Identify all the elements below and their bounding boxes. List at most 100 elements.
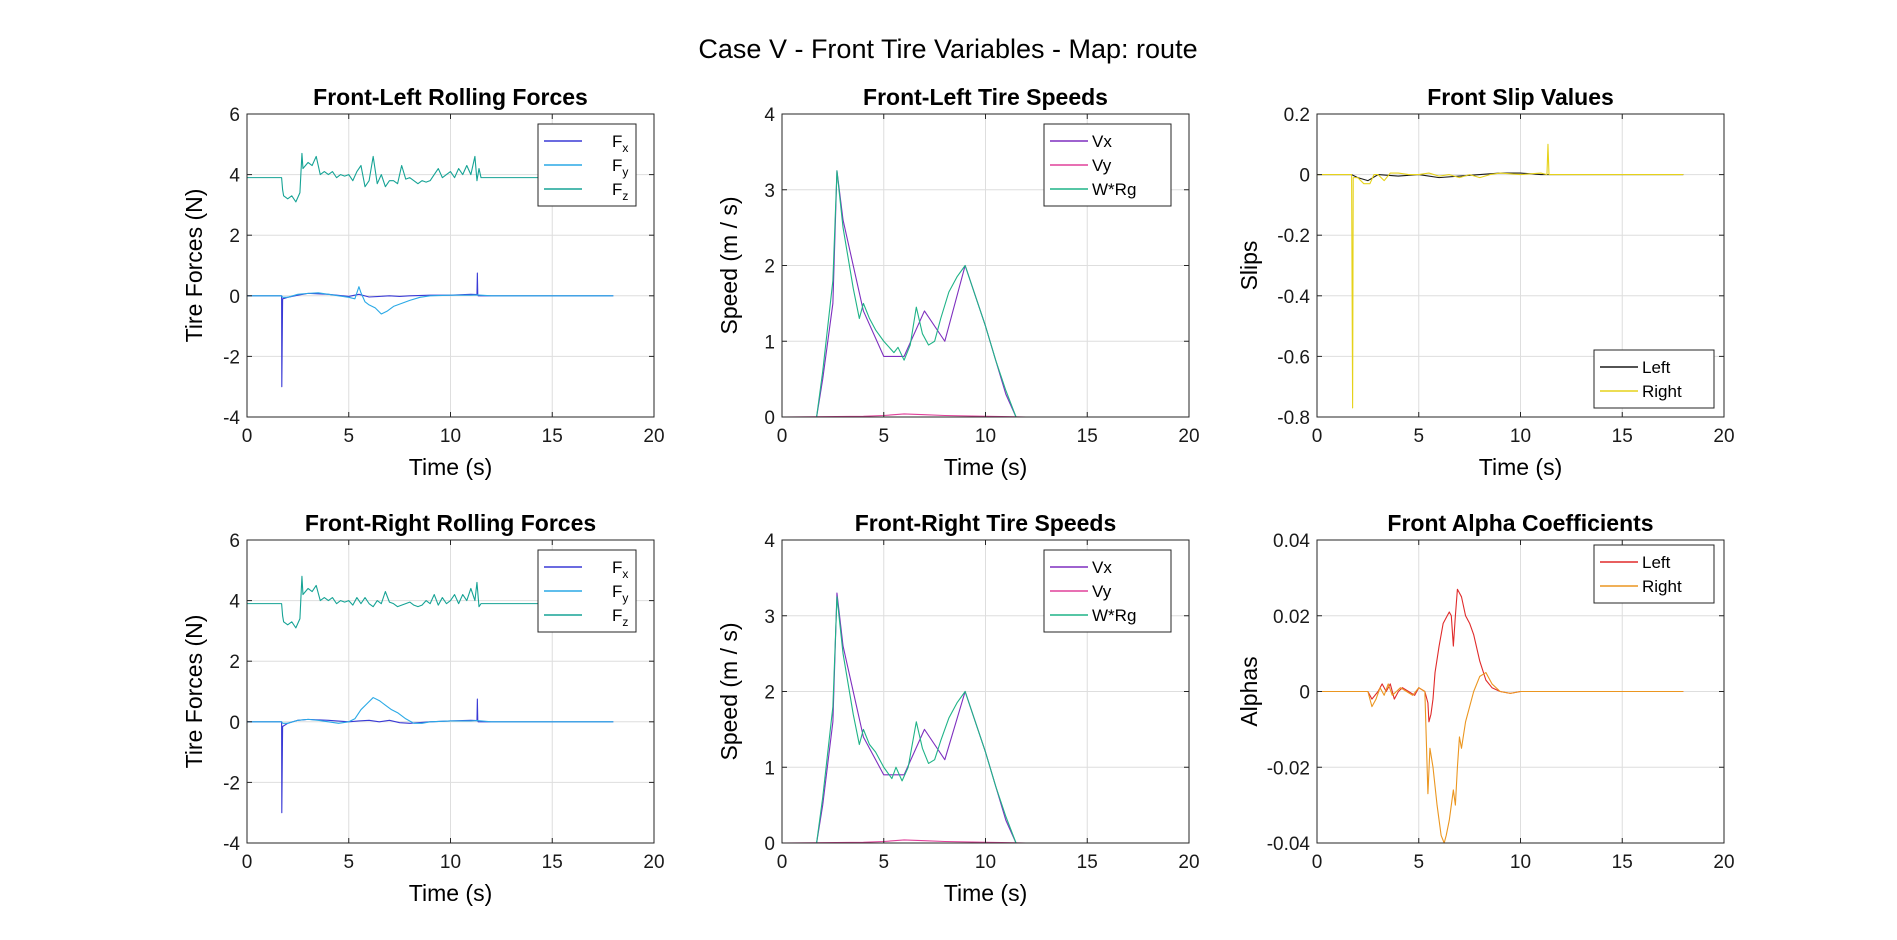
x-axis-label: Time (s) <box>1479 454 1562 480</box>
y-tick-label: 0.2 <box>1284 105 1310 126</box>
y-tick-label: 2 <box>229 652 240 673</box>
y-tick-label: -0.6 <box>1277 347 1310 368</box>
legend: Left Right <box>1593 349 1715 409</box>
x-tick-label: 0 <box>242 852 253 873</box>
legend-entry: Fy <box>612 156 628 179</box>
x-tick-label: 10 <box>440 852 461 873</box>
x-axis-label: Time (s) <box>944 454 1027 480</box>
x-axis-label: Time (s) <box>409 454 492 480</box>
x-tick-label: 0 <box>1312 852 1323 873</box>
y-tick-label: 6 <box>229 105 240 126</box>
y-tick-label: 3 <box>764 607 775 628</box>
legend-box <box>1593 544 1715 604</box>
y-axis-label: Slips <box>1236 241 1262 291</box>
series-line-fy <box>247 286 614 315</box>
axes-title: Front-Left Tire Speeds <box>863 84 1108 110</box>
x-axis-label: Time (s) <box>944 880 1027 906</box>
series-line-fx <box>247 698 614 814</box>
x-tick-label: 15 <box>1612 852 1633 873</box>
y-tick-label: -2 <box>223 347 240 368</box>
x-tick-label: 15 <box>1612 426 1633 447</box>
legend-entry: W*Rg <box>1092 606 1136 625</box>
legend: Vx Vy W*Rg <box>1043 123 1172 207</box>
axes-panel-2: 0 5 10 15 20 0 1 2 3 4 Front-Left Tire Speeds Time … <box>716 84 1200 480</box>
x-tick-label: 0 <box>1312 426 1323 447</box>
y-tick-label: 2 <box>764 257 775 278</box>
y-tick-label: 4 <box>229 166 240 187</box>
x-tick-label: 5 <box>343 426 354 447</box>
y-tick-label: 0.02 <box>1273 607 1310 628</box>
series-line-right <box>1317 143 1684 409</box>
x-tick-label: 5 <box>878 852 889 873</box>
y-tick-label: -0.4 <box>1277 287 1310 308</box>
y-tick-label: 0 <box>1299 166 1310 187</box>
legend: Left Right <box>1593 544 1715 604</box>
series-line-fy <box>247 697 614 724</box>
legend-entry: Fz <box>612 606 628 629</box>
y-axis-label: Alphas <box>1236 656 1262 726</box>
x-tick-label: 15 <box>1077 426 1098 447</box>
figure-suptitle: Case V - Front Tire Variables - Map: rou… <box>698 34 1197 64</box>
y-tick-label: -4 <box>223 834 240 855</box>
axes-title: Front Alpha Coefficients <box>1387 510 1653 536</box>
x-tick-label: 10 <box>975 426 996 447</box>
y-axis-label: Speed (m / s) <box>716 196 742 334</box>
x-tick-label: 10 <box>440 426 461 447</box>
axes-title: Front Slip Values <box>1427 84 1614 110</box>
legend-entry: Right <box>1642 382 1682 401</box>
legend-entry: Vy <box>1092 582 1112 601</box>
x-tick-label: 20 <box>643 852 664 873</box>
axes-title: Front-Right Tire Speeds <box>855 510 1117 536</box>
x-tick-label: 5 <box>1413 852 1424 873</box>
x-tick-label: 20 <box>1713 852 1734 873</box>
x-tick-label: 20 <box>1178 426 1199 447</box>
y-tick-label: -2 <box>223 773 240 794</box>
x-tick-label: 0 <box>777 426 788 447</box>
legend-entry: W*Rg <box>1092 180 1136 199</box>
y-tick-label: 0.04 <box>1273 531 1310 552</box>
x-tick-label: 0 <box>777 852 788 873</box>
y-tick-label: 2 <box>229 226 240 247</box>
legend-entry: Left <box>1642 553 1671 572</box>
x-tick-label: 10 <box>1510 852 1531 873</box>
series-line-left <box>1317 588 1684 723</box>
legend-entry: Vx <box>1092 132 1112 151</box>
x-tick-label: 0 <box>242 426 253 447</box>
x-tick-label: 10 <box>1510 426 1531 447</box>
y-tick-label: 0 <box>229 713 240 734</box>
y-axis-label: Tire Forces (N) <box>181 615 207 769</box>
x-tick-label: 20 <box>643 426 664 447</box>
x-tick-label: 20 <box>1713 426 1734 447</box>
x-tick-label: 15 <box>542 852 563 873</box>
legend-entry: Left <box>1642 358 1671 377</box>
x-tick-label: 5 <box>878 426 889 447</box>
axes-panel-5: 0 5 10 15 20 0 1 2 3 4 Front-Right Tire Speeds Time… <box>716 510 1200 906</box>
y-tick-label: -0.8 <box>1277 408 1310 429</box>
series-line-fz <box>247 575 614 629</box>
series-line-fz <box>247 152 614 203</box>
legend-entry: Vx <box>1092 558 1112 577</box>
x-tick-label: 5 <box>343 852 354 873</box>
y-tick-label: -0.02 <box>1267 758 1310 779</box>
legend-entry: Right <box>1642 577 1682 596</box>
axes-panel-6: 0 5 10 15 20 -0.04 -0.02 0 0.02 0.04 Front Alpha C… <box>1236 510 1735 873</box>
x-tick-label: 10 <box>975 852 996 873</box>
y-tick-label: 3 <box>764 181 775 202</box>
legend-entry: Fz <box>612 180 628 203</box>
axes-title: Front-Left Rolling Forces <box>313 84 588 110</box>
y-tick-label: 4 <box>229 592 240 613</box>
series-line-right <box>1317 672 1684 844</box>
y-tick-label: 2 <box>764 683 775 704</box>
legend: Vx Vy W*Rg <box>1043 549 1172 633</box>
x-tick-label: 15 <box>1077 852 1098 873</box>
y-tick-label: 4 <box>764 105 775 126</box>
legend-entry: Fx <box>612 558 628 581</box>
y-tick-label: 1 <box>764 758 775 779</box>
x-tick-label: 5 <box>1413 426 1424 447</box>
y-tick-label: -0.2 <box>1277 226 1310 247</box>
y-tick-label: -0.04 <box>1267 834 1311 855</box>
y-tick-label: 0 <box>764 408 775 429</box>
